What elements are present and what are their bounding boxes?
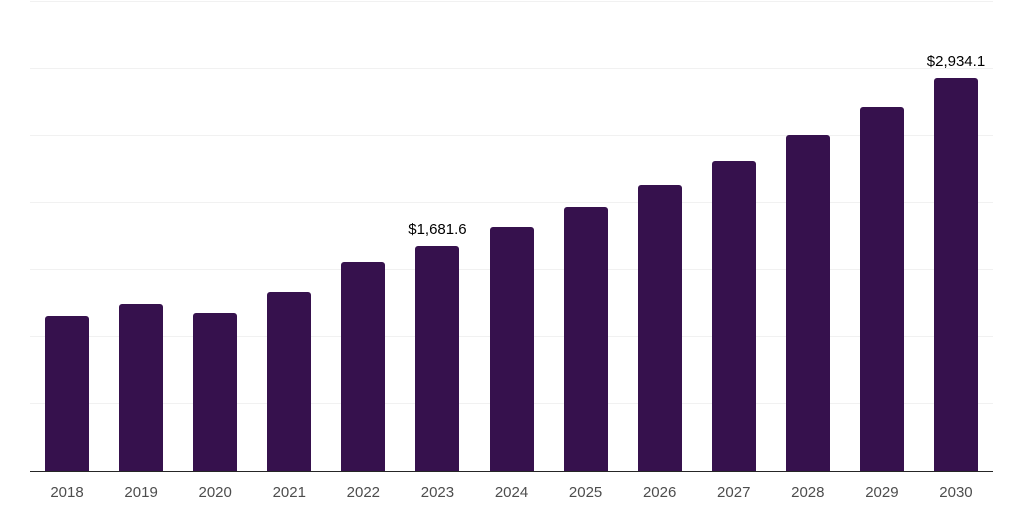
x-tick-2022: 2022 xyxy=(346,484,381,501)
bar-2019 xyxy=(119,304,164,471)
bar-2027 xyxy=(711,161,756,471)
x-tick-2020: 2020 xyxy=(198,484,232,501)
bar-2018 xyxy=(45,315,90,471)
x-tick-2023: 2023 xyxy=(420,484,455,501)
bar-2024 xyxy=(489,226,534,471)
bar-slot-2020 xyxy=(178,2,252,471)
bar-slot-2023: $1,681.6 xyxy=(400,2,474,471)
bar-2021 xyxy=(267,291,312,471)
x-tick-2024: 2024 xyxy=(494,484,529,501)
bar-2020 xyxy=(193,313,238,471)
gridline-3500 xyxy=(30,1,993,2)
bars-container: $1,681.6 $2,934.1 xyxy=(30,2,993,471)
x-tick-2030: 2030 xyxy=(939,484,973,501)
x-axis-labels: 2018 2019 2020 2021 2022 2023 2024 2025 2026 2027… xyxy=(30,484,993,501)
bar-2030: $2,934.1 xyxy=(927,53,985,471)
x-tick-2029: 2029 xyxy=(865,484,899,501)
bar-slot-2021 xyxy=(252,2,326,471)
bar-slot-2027 xyxy=(697,2,771,471)
x-tick-2028: 2028 xyxy=(791,484,825,501)
gridline-3000 xyxy=(30,68,993,69)
bar-slot-2018 xyxy=(30,2,104,471)
bar-2029 xyxy=(859,107,904,471)
bar-slot-2030: $2,934.1 xyxy=(919,2,993,471)
x-tick-2018: 2018 xyxy=(50,484,84,501)
bar-2026 xyxy=(637,184,682,471)
bar-2022 xyxy=(341,262,386,471)
data-label-2023: $1,681.6 xyxy=(408,220,467,238)
x-tick-2021: 2021 xyxy=(272,484,306,501)
gridline-2000 xyxy=(30,202,993,203)
gridline-2500 xyxy=(30,135,993,136)
bar-2023: $1,681.6 xyxy=(408,221,467,471)
bar-slot-2024 xyxy=(474,2,548,471)
bar-slot-2019 xyxy=(104,2,178,471)
bar-slot-2029 xyxy=(845,2,919,471)
bar-slot-2025 xyxy=(549,2,623,471)
bar-slot-2022 xyxy=(326,2,400,471)
x-tick-2019: 2019 xyxy=(124,484,158,501)
x-tick-2026: 2026 xyxy=(642,484,677,501)
x-tick-2027: 2027 xyxy=(717,484,751,501)
plot-area: $1,681.6 $2,934.1 xyxy=(30,1,993,472)
bar-slot-2026 xyxy=(623,2,697,471)
bar-2025 xyxy=(563,206,608,471)
bar-slot-2028 xyxy=(771,2,845,471)
x-tick-2025: 2025 xyxy=(568,484,603,501)
bar-2028 xyxy=(785,135,830,471)
data-label-2030: $2,934.1 xyxy=(926,52,986,70)
